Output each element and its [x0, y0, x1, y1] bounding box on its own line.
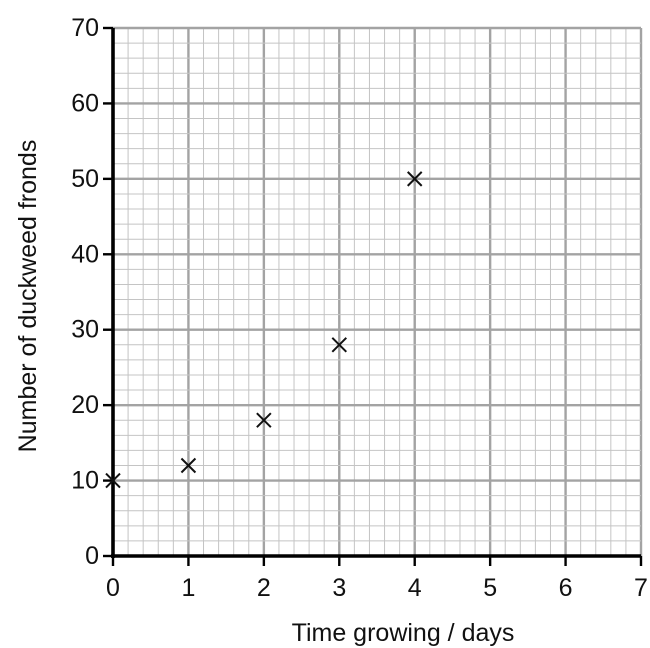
- axes: [111, 28, 641, 558]
- y-tick-label: 50: [71, 165, 99, 193]
- y-axis-ticks: 0 10 20 30 40 50 60 70: [71, 14, 113, 570]
- y-tick-label: 20: [71, 391, 99, 419]
- y-tick-label: 40: [71, 240, 99, 268]
- x-tick-label: 7: [634, 574, 648, 602]
- data-points: [105, 171, 423, 489]
- y-tick-label: 60: [71, 89, 99, 117]
- y-tick-label: 10: [71, 467, 99, 495]
- graph-paper-grid: [111, 26, 643, 558]
- data-point-cross: [331, 337, 347, 353]
- y-tick-label: 0: [85, 542, 99, 570]
- y-tick-label: 30: [71, 316, 99, 344]
- x-tick-label: 4: [408, 574, 422, 602]
- x-axis-ticks: 0 1 2 3 4 5 6 7: [106, 556, 648, 602]
- data-point-cross: [105, 472, 121, 489]
- y-axis-label: Number of duckweed fronds: [14, 140, 42, 453]
- x-tick-label: 5: [483, 574, 497, 602]
- data-point-cross: [256, 412, 272, 428]
- x-tick-label: 1: [181, 574, 195, 602]
- x-tick-label: 3: [332, 574, 346, 602]
- x-axis-label: Time growing / days: [292, 619, 515, 647]
- data-point-cross: [180, 457, 197, 474]
- y-tick-label: 70: [71, 14, 99, 42]
- x-tick-label: 6: [559, 574, 573, 602]
- x-tick-label: 0: [106, 574, 120, 602]
- data-point-cross: [407, 171, 423, 187]
- x-tick-label: 2: [257, 574, 271, 602]
